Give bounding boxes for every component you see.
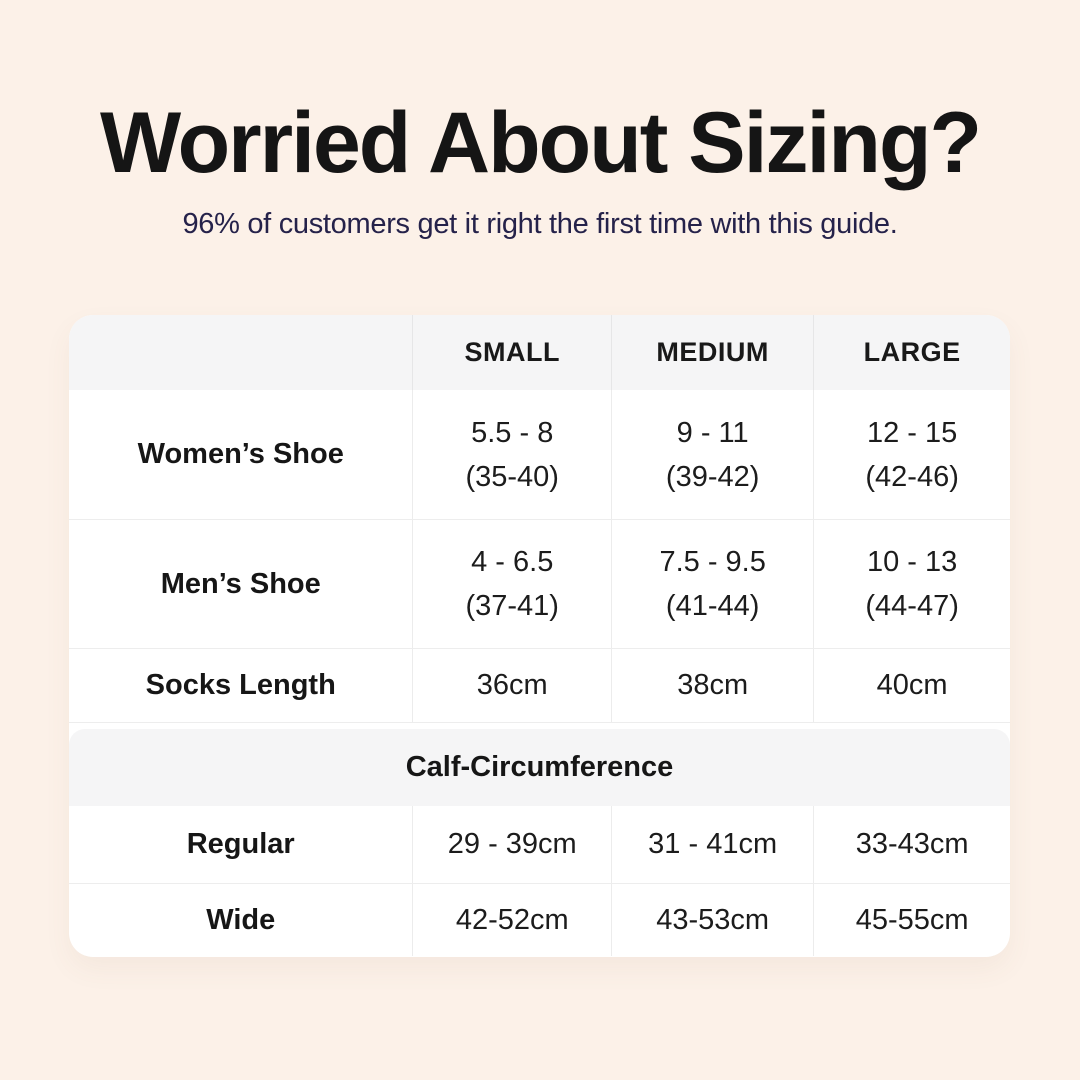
cell-womens-small: 5.5 - 8 (35-40) xyxy=(412,390,611,519)
cell-line-us: 5.5 - 8 xyxy=(471,416,554,449)
cell-mens-medium: 7.5 - 9.5 (41-44) xyxy=(611,520,813,648)
cell-mens-large: 10 - 13 (44-47) xyxy=(813,520,1010,648)
cell-regular-small: 29 - 39cm xyxy=(412,806,611,883)
cell-womens-large: 12 - 15 (42-46) xyxy=(813,390,1010,519)
page-title: Worried About Sizing? xyxy=(99,95,982,191)
cell-socks-medium: 38cm xyxy=(611,649,813,722)
header-cell-empty xyxy=(69,315,412,390)
cell-socks-large: 40cm xyxy=(813,649,1010,722)
cell-line-eu: (42-46) xyxy=(865,460,959,493)
row-label-regular: Regular xyxy=(186,828,295,860)
row-label-womens-shoe: Women’s Shoe xyxy=(137,438,344,470)
cell-line-eu: (44-47) xyxy=(865,590,959,622)
cell-regular-medium: 31 - 41cm xyxy=(611,806,813,883)
cell-line-us: 4 - 6.5 xyxy=(471,546,554,578)
cell-socks-small: 36cm xyxy=(412,649,611,722)
cell-line-us: 12 - 15 xyxy=(866,416,958,449)
cell-line-us: 9 - 11 xyxy=(676,416,749,449)
cell-regular-large: 33-43cm xyxy=(813,806,1010,883)
header-cell-small: SMALL xyxy=(412,315,611,390)
cell-mens-small: 4 - 6.5 (37-41) xyxy=(412,520,611,648)
table-row-wide: Wide 42-52cm 43-53cm 45-55cm xyxy=(69,883,1010,956)
cell-wide-small: 42-52cm xyxy=(412,884,611,956)
size-guide-table: SMALL MEDIUM LARGE Women’s Shoe 5.5 - 8 … xyxy=(69,315,1010,957)
cell-line-eu: (35-40) xyxy=(465,460,559,493)
table-row-womens-shoe: Women’s Shoe 5.5 - 8 (35-40) 9 - 11 (39-… xyxy=(69,390,1010,519)
page-subtitle: 96% of customers get it right the first … xyxy=(182,208,898,240)
cell-womens-medium: 9 - 11 (39-42) xyxy=(611,390,813,519)
cell-line-eu: (37-41) xyxy=(465,590,559,622)
cell-line-us: 7.5 - 9.5 xyxy=(659,546,766,578)
table-header-row: SMALL MEDIUM LARGE xyxy=(69,315,1010,390)
cell-line-eu: (41-44) xyxy=(665,590,760,622)
cell-line-us: 10 - 13 xyxy=(866,546,958,578)
table-row-regular: Regular 29 - 39cm 31 - 41cm 33-43cm xyxy=(69,806,1010,883)
row-label-socks-length: Socks Length xyxy=(145,669,336,701)
cell-wide-large: 45-55cm xyxy=(813,884,1010,956)
section-header-calf-circumference: Calf-Circumference xyxy=(69,729,1010,806)
table-row-mens-shoe: Men’s Shoe 4 - 6.5 (37-41) 7.5 - 9.5 (41… xyxy=(69,519,1010,648)
header-cell-large: LARGE xyxy=(813,315,1010,390)
header-cell-medium: MEDIUM xyxy=(611,315,813,390)
cell-line-eu: (39-42) xyxy=(665,460,760,493)
row-label-wide: Wide xyxy=(206,903,276,936)
cell-wide-medium: 43-53cm xyxy=(611,884,813,956)
table-row-socks-length: Socks Length 36cm 38cm 40cm xyxy=(69,648,1010,723)
row-label-mens-shoe: Men’s Shoe xyxy=(160,567,321,600)
